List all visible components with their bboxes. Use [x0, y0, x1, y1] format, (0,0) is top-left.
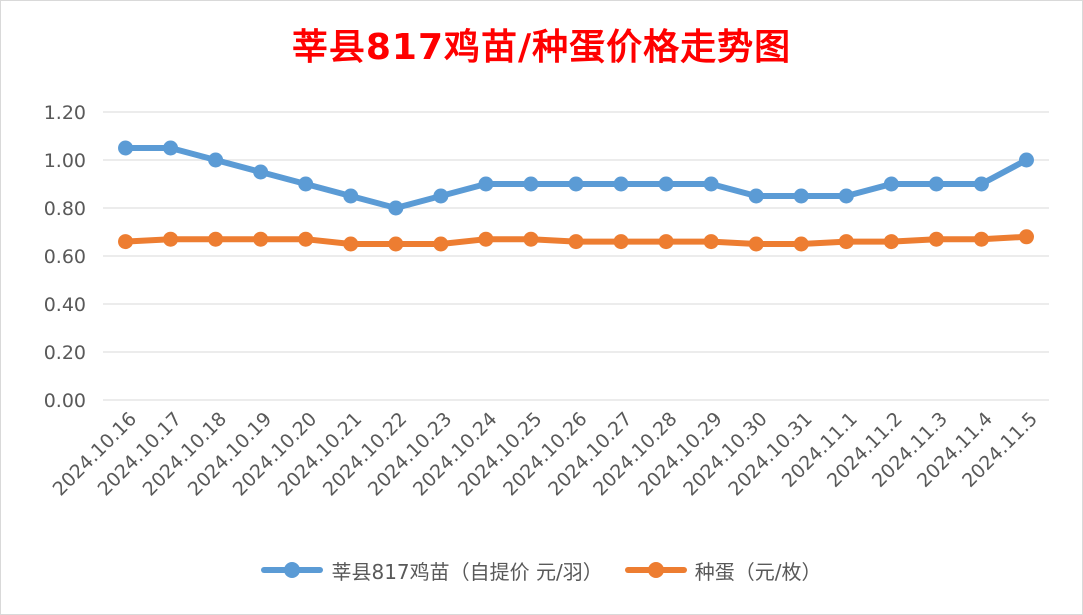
data-point-1 — [343, 236, 359, 252]
legend-swatch-egg — [624, 562, 687, 578]
data-point-0 — [208, 152, 224, 168]
y-tick-label: 0.20 — [44, 342, 86, 364]
data-point-1 — [388, 236, 404, 252]
data-point-0 — [703, 176, 719, 192]
data-point-1 — [838, 234, 854, 250]
data-point-0 — [478, 176, 494, 192]
data-point-1 — [793, 236, 809, 252]
legend: 莘县817鸡苗（自提价 元/羽） 种蛋（元/枚） — [0, 555, 1083, 585]
data-point-1 — [883, 234, 899, 250]
data-point-0 — [748, 188, 764, 204]
y-tick-label: 1.20 — [44, 102, 86, 124]
data-point-0 — [253, 164, 269, 180]
data-point-0 — [523, 176, 539, 192]
data-point-1 — [118, 234, 134, 250]
legend-label-chick: 莘县817鸡苗（自提价 元/羽） — [331, 559, 603, 584]
data-point-1 — [748, 236, 764, 252]
legend-label-egg: 种蛋（元/枚） — [694, 559, 822, 584]
data-point-0 — [118, 140, 134, 156]
data-point-0 — [658, 176, 674, 192]
data-point-0 — [973, 176, 989, 192]
y-tick-label: 0.40 — [44, 294, 86, 316]
data-point-0 — [838, 188, 854, 204]
data-point-1 — [208, 231, 224, 247]
data-point-0 — [1018, 152, 1034, 168]
y-tick-label: 0.80 — [44, 198, 86, 220]
data-point-1 — [163, 231, 179, 247]
data-point-1 — [253, 231, 269, 247]
data-point-1 — [613, 234, 629, 250]
data-point-1 — [928, 231, 944, 247]
data-point-1 — [433, 236, 449, 252]
data-point-1 — [973, 231, 989, 247]
data-point-0 — [928, 176, 944, 192]
y-tick-label: 0.00 — [44, 390, 86, 412]
data-point-0 — [343, 188, 359, 204]
data-point-1 — [523, 231, 539, 247]
data-point-0 — [433, 188, 449, 204]
data-point-0 — [793, 188, 809, 204]
y-tick-label: 1.00 — [44, 150, 86, 172]
chart-title: 莘县817鸡苗/种蛋价格走势图 — [291, 27, 792, 68]
legend-item-egg: 种蛋（元/枚） — [624, 556, 822, 585]
data-point-0 — [568, 176, 584, 192]
data-point-1 — [1018, 229, 1034, 245]
y-tick-label: 0.60 — [44, 246, 86, 268]
data-point-0 — [298, 176, 314, 192]
legend-item-chick: 莘县817鸡苗（自提价 元/羽） — [261, 556, 603, 585]
data-point-1 — [703, 234, 719, 250]
legend-swatch-chick — [261, 562, 324, 578]
data-point-0 — [163, 140, 179, 156]
data-point-1 — [658, 234, 674, 250]
data-point-1 — [478, 231, 494, 247]
data-point-0 — [388, 200, 404, 216]
data-point-1 — [568, 234, 584, 250]
data-point-0 — [613, 176, 629, 192]
data-point-1 — [298, 231, 314, 247]
data-point-0 — [883, 176, 899, 192]
